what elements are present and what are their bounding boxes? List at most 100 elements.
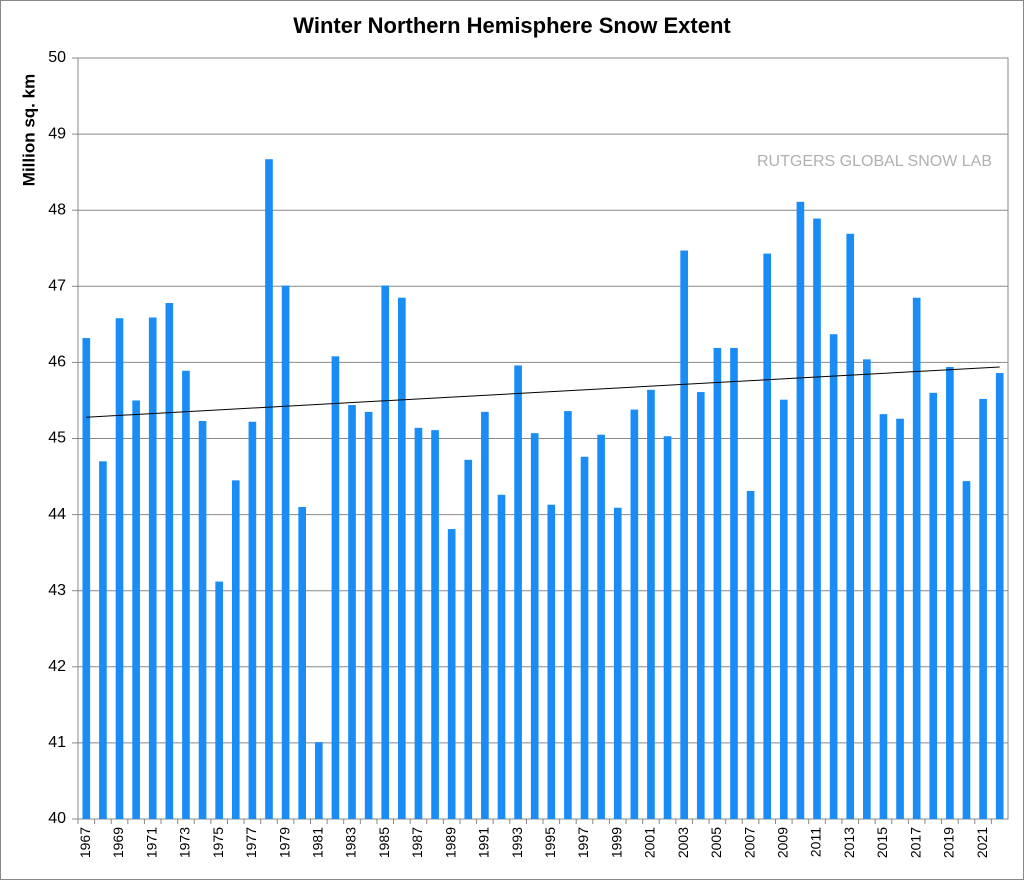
bar (99, 461, 107, 819)
bar (713, 347, 722, 819)
bar (431, 430, 439, 819)
bar (979, 398, 987, 819)
annotation: RUTGERS GLOBAL SNOW LAB (757, 153, 992, 170)
bar (746, 491, 755, 819)
y-tick-label: 43 (48, 582, 66, 599)
bar (580, 456, 589, 819)
bar (182, 370, 190, 819)
bar (381, 285, 390, 819)
bar (680, 250, 688, 819)
bar (298, 506, 307, 819)
bar (763, 253, 772, 819)
bar (647, 389, 655, 819)
x-tick-label: 1969 (110, 827, 126, 858)
x-tick-label: 1979 (276, 827, 292, 858)
x-tick-label: 1975 (210, 827, 226, 858)
x-tick-label: 2007 (741, 827, 757, 858)
bar (514, 365, 522, 819)
bar (863, 359, 871, 819)
x-tick-label: 1989 (442, 827, 458, 858)
x-tick-label: 1995 (542, 827, 558, 858)
bar (663, 436, 672, 819)
y-tick-label: 46 (48, 354, 66, 371)
bar (248, 421, 257, 819)
y-axis-label: Million sq. km (19, 74, 38, 186)
x-tick-label: 2017 (907, 827, 923, 858)
bar (148, 317, 157, 819)
bar (348, 405, 356, 819)
bar (165, 303, 174, 819)
x-tick-label: 1973 (177, 827, 193, 858)
x-tick-label: 2021 (974, 827, 990, 858)
bar (630, 409, 639, 819)
bar (231, 480, 240, 819)
x-tick-label: 2005 (708, 827, 724, 858)
bar (813, 218, 821, 820)
bar (414, 427, 423, 819)
x-tick-label: 2009 (775, 827, 791, 858)
bar (364, 411, 373, 819)
x-tick-label: 1993 (509, 827, 525, 858)
bar (398, 297, 406, 820)
y-tick-label: 41 (48, 734, 66, 751)
x-tick-label: 1967 (77, 827, 93, 858)
bar (696, 392, 705, 819)
x-tick-label: 1987 (409, 827, 425, 858)
bar (829, 334, 838, 819)
bar (879, 414, 888, 819)
x-tick-label: 2015 (874, 827, 890, 858)
bar (995, 373, 1004, 819)
bar (314, 742, 323, 819)
bar (115, 318, 124, 819)
bar (215, 581, 223, 819)
trend-line (86, 366, 1000, 418)
y-tick-label: 42 (48, 658, 66, 675)
bar (198, 420, 207, 819)
x-tick-label: 1991 (476, 827, 492, 858)
bar (730, 347, 738, 819)
x-tick-label: 1997 (575, 827, 591, 858)
x-tick-label: 2011 (808, 827, 824, 857)
bar (481, 411, 489, 819)
y-tick-label: 48 (48, 201, 66, 218)
bar (962, 481, 971, 819)
bar (564, 411, 572, 819)
bar (796, 201, 805, 820)
x-tick-label: 1971 (143, 827, 159, 858)
bar (530, 433, 539, 819)
x-tick-label: 2001 (642, 827, 658, 858)
bar (497, 494, 506, 819)
bar (896, 418, 904, 819)
bar (613, 507, 622, 819)
x-tick-label: 1999 (608, 827, 624, 858)
bar (779, 399, 788, 819)
y-tick-label: 45 (48, 430, 66, 447)
x-tick-label: 2003 (675, 827, 691, 858)
bar (132, 400, 140, 819)
bar (331, 356, 340, 819)
x-tick-label: 1981 (310, 827, 326, 858)
x-tick-label: 1977 (243, 827, 259, 858)
bar (946, 366, 954, 819)
x-tick-label: 1985 (376, 827, 392, 858)
y-tick-label: 40 (48, 810, 66, 827)
bar (597, 434, 605, 819)
y-tick-label: 47 (48, 278, 66, 295)
x-tick-label: 2019 (941, 827, 957, 858)
bar (447, 529, 456, 819)
y-tick-label: 44 (48, 506, 66, 523)
bar (82, 338, 91, 819)
x-tick-label: 2013 (841, 827, 857, 858)
y-tick-label: 50 (48, 49, 66, 66)
bar (929, 392, 938, 819)
chart-title: Winter Northern Hemisphere Snow Extent (293, 13, 731, 38)
bar (912, 297, 921, 820)
bar (265, 159, 273, 819)
bar (547, 504, 556, 819)
x-tick-label: 1983 (343, 827, 359, 858)
bar (846, 233, 855, 819)
bar (281, 285, 290, 819)
bar (464, 459, 473, 819)
y-tick-label: 49 (48, 125, 66, 142)
